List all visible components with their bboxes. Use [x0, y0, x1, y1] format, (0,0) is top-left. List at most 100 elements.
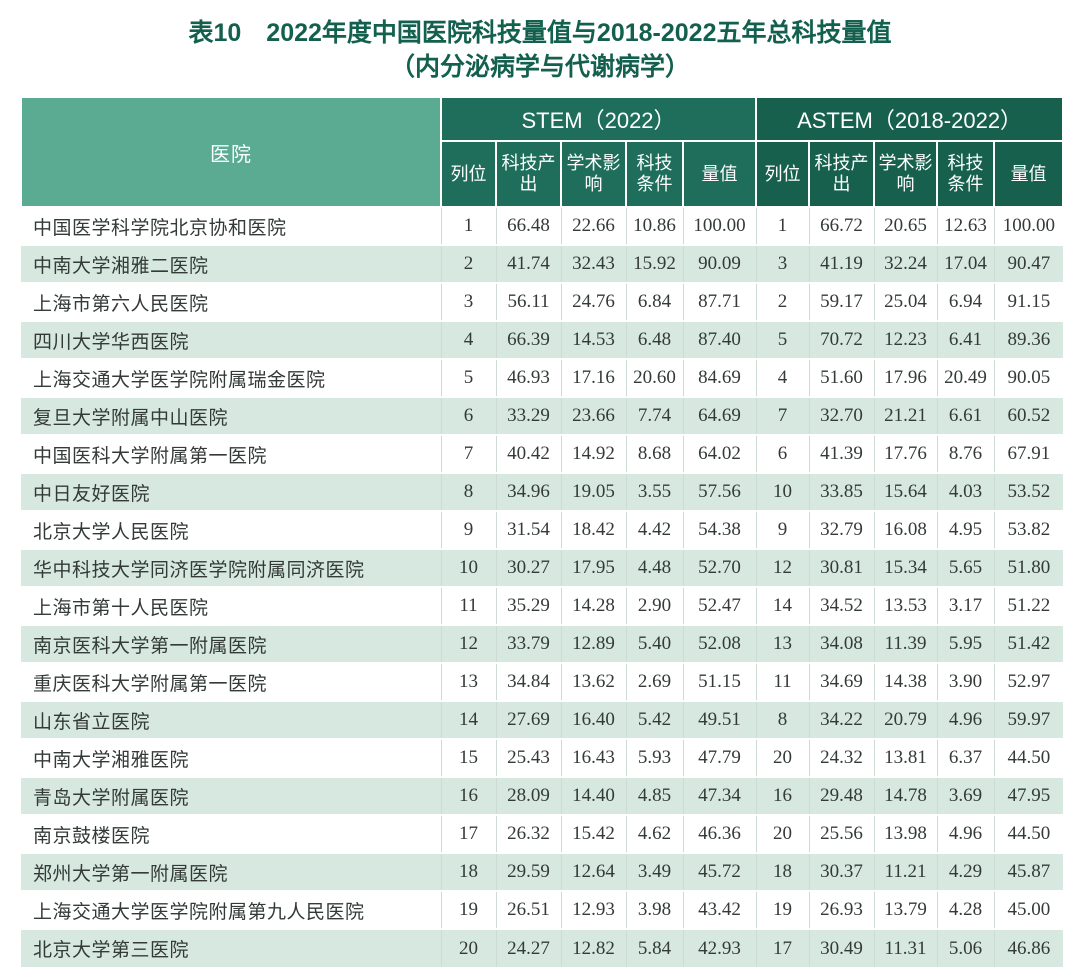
stem-impact-cell: 14.92: [561, 434, 627, 473]
title-line-2: （内分泌病学与代谢病学）: [389, 53, 690, 81]
stem-output-cell: 28.09: [496, 776, 562, 815]
astem-value-cell: 89.36: [994, 320, 1064, 359]
hospital-column-header: 医院: [20, 96, 442, 208]
hospital-name-cell: 北京大学人民医院: [21, 510, 442, 549]
stem-output-cell: 24.27: [496, 928, 562, 967]
stem-output-cell: 26.51: [496, 890, 562, 929]
astem-output-cell: 30.81: [809, 548, 875, 587]
stem-value-cell: 52.47: [683, 586, 757, 625]
stem-value-cell: 49.51: [683, 700, 757, 739]
astem-value-cell: 51.22: [994, 586, 1064, 625]
astem-value-cell: 91.15: [994, 282, 1064, 321]
astem-impact-header: 学术影响: [873, 140, 939, 208]
stem-rank-cell: 4: [441, 320, 497, 359]
stem-impact-cell: 24.76: [561, 282, 627, 321]
stem-impact-cell: 22.66: [561, 207, 627, 245]
stem-value-cell: 87.40: [683, 320, 757, 359]
table-row: 上海交通大学医学院附属瑞金医院 5 46.93 17.16 20.60 84.69 4 51.…: [21, 358, 1064, 397]
stem-value-cell: 43.42: [683, 890, 757, 929]
stem-impact-cell: 32.43: [561, 244, 627, 283]
stem-value-cell: 90.09: [683, 244, 757, 283]
stem-condition-cell: 5.40: [626, 624, 684, 663]
astem-rank-header: 列位: [755, 140, 811, 208]
stem-output-cell: 31.54: [496, 510, 562, 549]
stem-condition-cell: 7.74: [626, 396, 684, 435]
stem-output-cell: 56.11: [496, 282, 562, 321]
table-row: 郑州大学第一附属医院 18 29.59 12.64 3.49 45.72 18 30.37 11…: [21, 852, 1064, 891]
astem-impact-cell: 14.78: [874, 776, 938, 815]
stem-value-cell: 45.72: [683, 852, 757, 891]
astem-condition-cell: 5.06: [937, 928, 995, 967]
astem-value-cell: 100.00: [994, 207, 1064, 245]
astem-group-header: ASTEM（2018-2022）: [755, 96, 1065, 142]
hospital-stem-table: 医院 STEM（2022） ASTEM（2018-2022） 列位 科技产出 学…: [20, 96, 1065, 967]
table-row: 中国医学科学院北京协和医院 1 66.48 22.66 10.86 100.00 1 66.7…: [21, 207, 1064, 245]
stem-value-cell: 47.34: [683, 776, 757, 815]
astem-value-cell: 59.97: [994, 700, 1064, 739]
stem-rank-cell: 14: [441, 700, 497, 739]
astem-output-cell: 25.56: [809, 814, 875, 853]
astem-condition-cell: 17.04: [937, 244, 995, 283]
astem-value-cell: 90.05: [994, 358, 1064, 397]
stem-impact-cell: 15.42: [561, 814, 627, 853]
astem-rank-cell: 7: [756, 396, 810, 435]
table-row: 中国医科大学附属第一医院 7 40.42 14.92 8.68 64.02 6 41.39 17…: [21, 434, 1064, 473]
stem-impact-cell: 14.53: [561, 320, 627, 359]
stem-condition-cell: 2.69: [626, 662, 684, 701]
stem-output-cell: 46.93: [496, 358, 562, 397]
astem-rank-cell: 19: [756, 890, 810, 929]
astem-output-cell: 30.49: [809, 928, 875, 967]
astem-rank-cell: 9: [756, 510, 810, 549]
astem-rank-cell: 13: [756, 624, 810, 663]
stem-output-cell: 29.59: [496, 852, 562, 891]
stem-output-cell: 40.42: [496, 434, 562, 473]
astem-impact-cell: 17.96: [874, 358, 938, 397]
astem-impact-cell: 13.53: [874, 586, 938, 625]
stem-value-cell: 52.70: [683, 548, 757, 587]
astem-condition-cell: 3.69: [937, 776, 995, 815]
astem-rank-cell: 16: [756, 776, 810, 815]
astem-condition-cell: 4.95: [937, 510, 995, 549]
astem-output-cell: 33.85: [809, 472, 875, 511]
astem-rank-cell: 5: [756, 320, 810, 359]
stem-output-header: 科技产出: [495, 140, 562, 208]
astem-impact-cell: 25.04: [874, 282, 938, 321]
stem-condition-cell: 2.90: [626, 586, 684, 625]
stem-impact-cell: 16.40: [561, 700, 627, 739]
stem-rank-cell: 19: [441, 890, 497, 929]
stem-value-cell: 54.38: [683, 510, 757, 549]
astem-output-cell: 32.79: [809, 510, 875, 549]
astem-impact-cell: 16.08: [874, 510, 938, 549]
stem-output-cell: 33.29: [496, 396, 562, 435]
table-row: 上海市第十人民医院 11 35.29 14.28 2.90 52.47 14 34.52 13.…: [21, 586, 1064, 625]
stem-rank-cell: 9: [441, 510, 497, 549]
astem-impact-cell: 11.31: [874, 928, 938, 967]
astem-impact-cell: 17.76: [874, 434, 938, 473]
astem-rank-cell: 2: [756, 282, 810, 321]
astem-condition-cell: 6.37: [937, 738, 995, 777]
astem-output-cell: 51.60: [809, 358, 875, 397]
astem-output-cell: 34.52: [809, 586, 875, 625]
stem-rank-cell: 18: [441, 852, 497, 891]
astem-value-cell: 51.80: [994, 548, 1064, 587]
hospital-name-cell: 上海交通大学医学院附属瑞金医院: [21, 358, 442, 397]
table-title: 表10 2022年度中国医院科技量值与2018-2022五年总科技量值 （内分泌…: [0, 0, 1080, 84]
hospital-name-cell: 复旦大学附属中山医院: [21, 396, 442, 435]
table-body: 中国医学科学院北京协和医院 1 66.48 22.66 10.86 100.00 1 66.7…: [21, 207, 1064, 967]
astem-impact-cell: 12.23: [874, 320, 938, 359]
table-row: 上海交通大学医学院附属第九人民医院 19 26.51 12.93 3.98 43.42 19…: [21, 890, 1064, 929]
astem-value-header: 量值: [993, 140, 1065, 208]
astem-rank-cell: 12: [756, 548, 810, 587]
astem-impact-cell: 11.21: [874, 852, 938, 891]
astem-value-cell: 53.52: [994, 472, 1064, 511]
hospital-name-cell: 郑州大学第一附属医院: [21, 852, 442, 891]
table-row: 北京大学人民医院 9 31.54 18.42 4.42 54.38 9 32.79 16.08 4…: [21, 510, 1064, 549]
astem-condition-cell: 4.29: [937, 852, 995, 891]
stem-condition-cell: 5.93: [626, 738, 684, 777]
stem-rank-cell: 10: [441, 548, 497, 587]
stem-impact-cell: 12.64: [561, 852, 627, 891]
astem-condition-cell: 8.76: [937, 434, 995, 473]
table-row: 青岛大学附属医院 16 28.09 14.40 4.85 47.34 16 29.48 14.7…: [21, 776, 1064, 815]
astem-condition-cell: 3.17: [937, 586, 995, 625]
stem-condition-cell: 15.92: [626, 244, 684, 283]
